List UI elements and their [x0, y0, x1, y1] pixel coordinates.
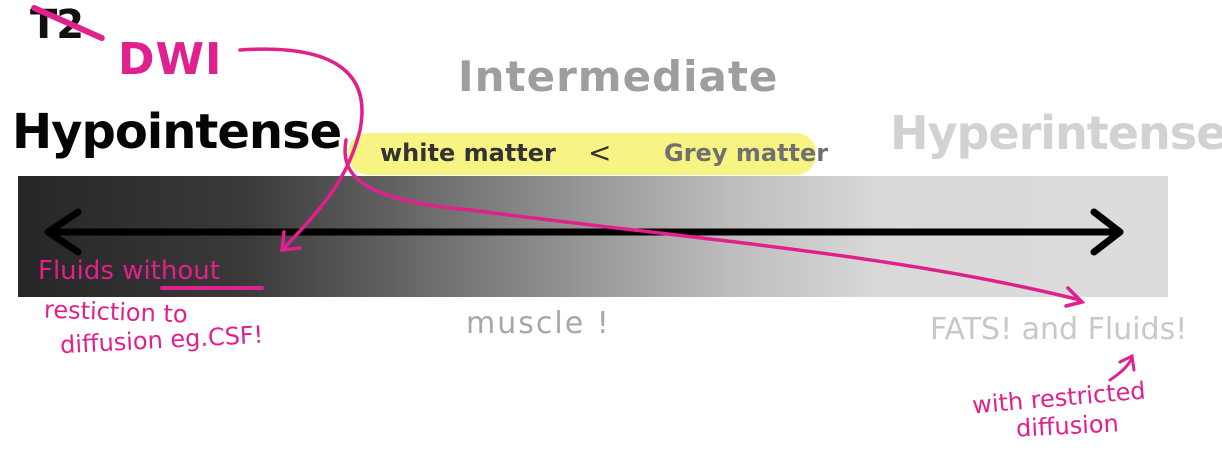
without-underline	[160, 286, 264, 290]
pink-arrow-to-fats	[343, 138, 1086, 308]
diffusion-label: diffusion	[1015, 409, 1120, 443]
comparison-highlight	[348, 133, 816, 175]
pink-arrow-to-fluids-right	[1108, 353, 1136, 382]
intermediate-label: Intermediate	[458, 52, 779, 101]
less-than-symbol: <	[588, 136, 612, 169]
fluids-without-label: Fluids without	[38, 256, 220, 286]
hypointense-label: Hypointense	[12, 104, 342, 160]
muscle-label: muscle !	[466, 306, 611, 341]
fats-and-fluids-label: FATS! and Fluids!	[930, 312, 1188, 347]
pink-arrow-to-fluids	[238, 47, 364, 252]
grey-matter-label: Grey matter	[664, 139, 829, 167]
dwi-label: DWI	[118, 34, 223, 85]
double-arrow	[44, 208, 1124, 256]
white-matter-label: white matter	[380, 139, 556, 167]
restriction-line-1: restiction to	[43, 295, 189, 329]
hyperintense-label: Hyperintense	[890, 106, 1222, 160]
